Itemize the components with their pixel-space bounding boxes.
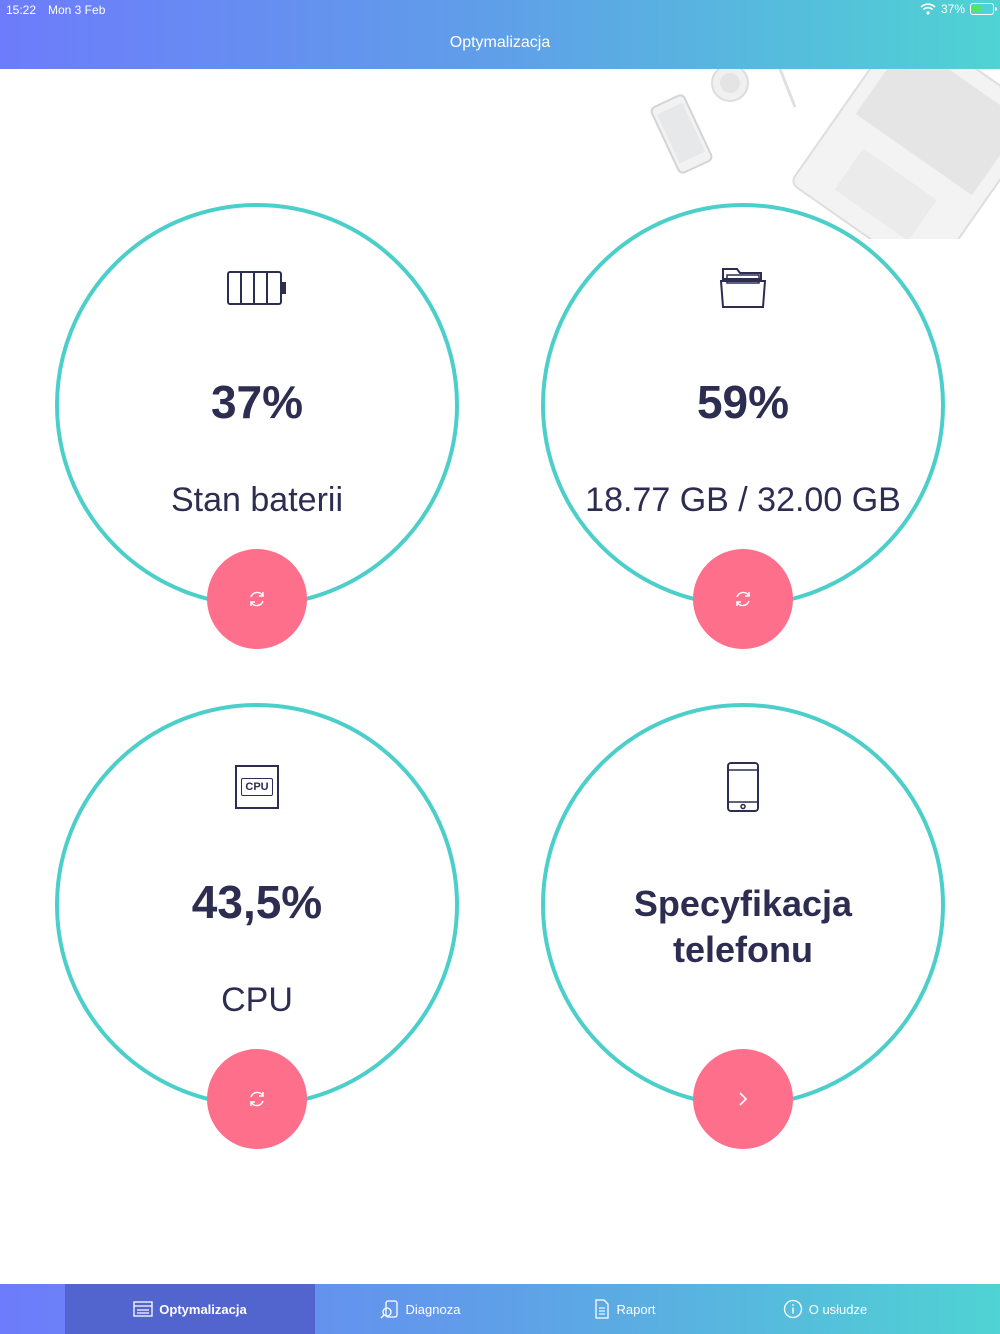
storage-refresh-button[interactable] <box>693 549 793 649</box>
folder-icon <box>719 268 767 308</box>
wifi-icon <box>920 3 936 15</box>
battery-status-icon <box>970 3 997 15</box>
tab-bar: Optymalizacja Diagnoza Raport O usłudze <box>0 1284 1000 1334</box>
tab-about-label: O usłudze <box>808 1301 868 1317</box>
phone-spec-title: Specyfikacja telefonu <box>541 881 945 973</box>
storage-value: 59% <box>696 376 790 428</box>
optimize-icon <box>133 1301 153 1317</box>
tab-optimization[interactable]: Optymalizacja <box>65 1284 315 1334</box>
report-icon <box>595 1299 610 1319</box>
phone-spec-open-button[interactable] <box>693 1049 793 1149</box>
battery-refresh-button[interactable] <box>207 549 307 649</box>
refresh-icon <box>250 591 264 607</box>
battery-icon <box>227 271 286 305</box>
cpu-icon-label: CPU <box>241 778 273 796</box>
battery-percent: 37% <box>940 2 965 16</box>
status-indicators: 37% <box>920 2 997 16</box>
phone-icon <box>727 762 759 812</box>
cpu-ring <box>55 703 459 1107</box>
chevron-right-icon <box>739 1092 748 1106</box>
status-time: 15:22 <box>6 3 37 17</box>
battery-value: 37% <box>210 376 304 428</box>
tab-diagnosis[interactable]: Diagnoza <box>315 1284 525 1334</box>
cpu-refresh-button[interactable] <box>207 1049 307 1149</box>
diagnosis-icon <box>380 1300 398 1319</box>
phone-spec-card: Specyfikacja telefonu <box>541 703 945 1149</box>
top-bar: 15:22 Mon 3 Feb 37% Optymalizacja <box>0 0 1000 69</box>
cpu-label: CPU <box>221 981 293 1019</box>
battery-card: 37% Stan baterii <box>55 203 459 649</box>
status-date: Mon 3 Feb <box>48 3 106 17</box>
phone-spec-title-line2: telefonu <box>673 929 813 970</box>
phone-spec-title-line1: Specyfikacja <box>633 883 853 924</box>
tab-report-label: Raport <box>616 1301 656 1317</box>
cpu-value: 43,5% <box>191 876 323 928</box>
tab-report[interactable]: Raport <box>525 1284 725 1334</box>
battery-label: Stan baterii <box>171 481 343 519</box>
storage-label: 18.77 GB / 32.00 GB <box>585 481 901 519</box>
cpu-icon: CPU <box>235 765 279 809</box>
storage-card: 59% 18.77 GB / 32.00 GB <box>541 203 945 649</box>
page-title: Optymalizacja <box>449 34 551 51</box>
refresh-icon <box>250 1091 264 1107</box>
tab-diagnosis-label: Diagnoza <box>405 1301 461 1317</box>
tab-about[interactable]: O usłudze <box>725 1284 925 1334</box>
refresh-icon <box>736 591 750 607</box>
storage-ring <box>541 203 945 607</box>
tab-optimization-label: Optymalizacja <box>159 1301 247 1317</box>
info-icon <box>783 1299 802 1319</box>
cpu-card: CPU 43,5% CPU <box>55 703 459 1149</box>
